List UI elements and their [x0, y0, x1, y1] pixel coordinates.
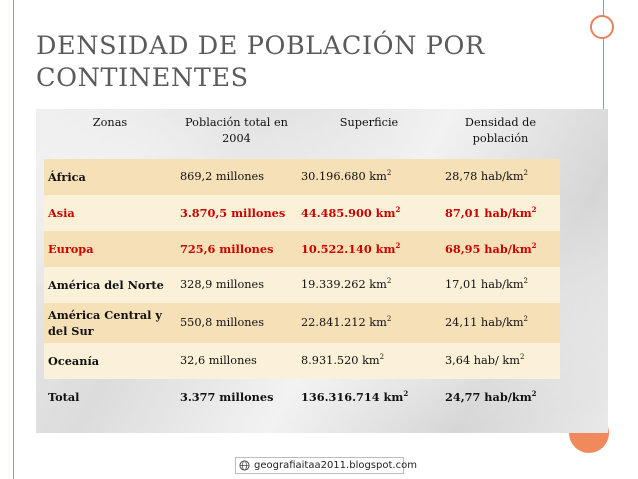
unit-exponent: 2	[395, 205, 401, 214]
density-cell: 17,01 hab/km2	[445, 277, 529, 292]
unit-exponent: 2	[523, 315, 529, 323]
density-table: Zonas Población total en 2004 Superficie…	[44, 113, 560, 415]
globe-icon	[239, 460, 250, 471]
unit-exponent: 2	[395, 241, 401, 250]
table-row: África 869,2 millones 30.196.680 km2 28,…	[44, 159, 560, 195]
left-accent-line	[13, 0, 14, 479]
population-cell: 869,2 millones	[180, 170, 265, 183]
population-cell: 3.377 millones	[180, 390, 274, 404]
table-row: Oceanía 32,6 millones 8.931.520 km2 3,64…	[44, 343, 560, 379]
unit-exponent: 2	[531, 205, 537, 214]
population-cell: 3.870,5 millones	[180, 206, 286, 220]
density-cell: 87,01 hab/km2	[445, 205, 537, 220]
density-cell: 24,77 hab/km2	[445, 389, 537, 404]
table-row: Europa 725,6 millones 10.522.140 km2 68,…	[44, 231, 560, 267]
header-area: Superficie	[339, 116, 399, 129]
zone-cell: Asia	[48, 206, 75, 220]
zone-cell: Oceanía	[48, 354, 100, 368]
zone-cell: América Central y del Sur	[48, 308, 162, 338]
area-cell: 30.196.680 km2	[301, 169, 392, 184]
unit-exponent: 2	[386, 169, 392, 177]
marble-background	[36, 109, 608, 433]
corner-ring-decoration	[590, 15, 614, 39]
unit-exponent: 2	[386, 315, 392, 323]
source-url: geografiaitaa2011.blogspot.com	[254, 460, 417, 471]
population-cell: 550,8 millones	[180, 316, 265, 329]
population-cell: 328,9 millones	[180, 278, 265, 291]
density-cell: 3,64 hab/ km2	[445, 353, 525, 368]
table-row: América del Norte 328,9 millones 19.339.…	[44, 267, 560, 303]
population-cell: 725,6 millones	[180, 242, 274, 256]
table-row: América Central y del Sur 550,8 millones…	[44, 303, 560, 343]
unit-exponent: 2	[523, 169, 529, 177]
population-cell: 32,6 millones	[180, 354, 257, 367]
unit-exponent: 2	[523, 277, 529, 285]
area-cell: 44.485.900 km2	[301, 205, 401, 220]
slide-title: DENSIDAD DE POBLACIÓN POR CONTINENTES	[36, 31, 485, 93]
density-cell: 68,95 hab/km2	[445, 241, 537, 256]
unit-exponent: 2	[379, 353, 385, 361]
density-cell: 28,78 hab/km2	[445, 169, 529, 184]
unit-exponent: 2	[386, 277, 392, 285]
unit-exponent: 2	[531, 241, 537, 250]
zone-cell: América del Norte	[48, 278, 164, 292]
header-population: Población total en 2004	[185, 116, 288, 145]
density-cell: 24,11 hab/km2	[445, 315, 529, 330]
area-cell: 22.841.212 km2	[301, 315, 392, 330]
area-cell: 136.316.714 km2	[301, 389, 409, 404]
area-cell: 10.522.140 km2	[301, 241, 401, 256]
zone-cell: África	[48, 170, 86, 184]
unit-exponent: 2	[531, 389, 537, 398]
source-link[interactable]: geografiaitaa2011.blogspot.com	[235, 457, 417, 474]
zone-cell: Europa	[48, 242, 94, 256]
area-cell: 19.339.262 km2	[301, 277, 392, 292]
area-cell: 8.931.520 km2	[301, 353, 385, 368]
zone-cell: Total	[48, 390, 80, 404]
unit-exponent: 2	[519, 353, 525, 361]
header-zones: Zonas	[92, 116, 128, 129]
table-row: Asia 3.870,5 millones 44.485.900 km2 87,…	[44, 195, 560, 231]
table-header-row: Zonas Población total en 2004 Superficie…	[44, 113, 560, 159]
table-row-total: Total 3.377 millones 136.316.714 km2 24,…	[44, 379, 560, 415]
unit-exponent: 2	[403, 389, 409, 398]
header-density: Densidad de población	[464, 116, 537, 145]
